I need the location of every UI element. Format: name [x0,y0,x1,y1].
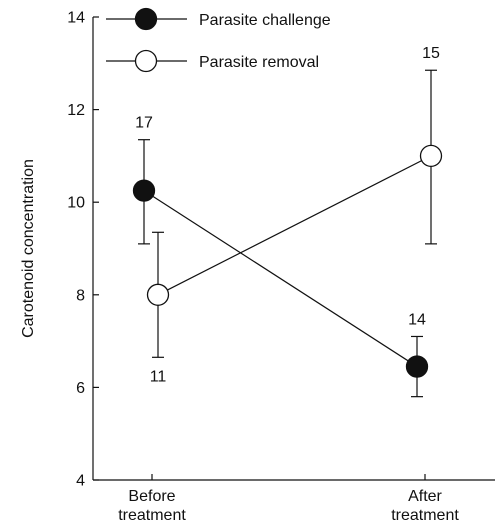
legend-marker [134,7,158,31]
legend-label: Parasite removal [199,54,319,71]
legend-item-1: Parasite challenge [106,7,331,31]
legend-marker [134,49,158,73]
legend: Parasite challenge Parasite removal [106,7,331,73]
series-2: 11 15 [146,45,443,385]
series-line [143,190,418,368]
x-tick-label: Before treatment [118,488,186,524]
legend-item-2: Parasite removal [106,49,319,73]
x-tick-label-line: Before [128,488,175,505]
x-tick-label: After treatment [391,488,459,524]
sample-size-label: 17 [135,115,153,132]
sample-size-label: 14 [408,311,426,328]
y-tick-label: 12 [67,102,85,119]
x-tick-label-line: treatment [391,507,459,524]
data-point [132,179,156,202]
y-tick-label: 10 [67,195,85,212]
y-tick-label: 6 [76,380,85,397]
axes: 4 6 8 10 12 14 Before treatment After treatment [67,10,495,524]
sample-size-label: 11 [150,368,167,385]
y-axis-title: Carotenoid concentration [20,159,37,338]
x-tick-label-line: After [408,488,442,505]
series-line [157,155,432,296]
y-tick-label: 14 [67,10,85,27]
data-point [405,355,429,378]
x-tick-label-line: treatment [118,507,186,524]
data-point [419,144,443,168]
legend-label: Parasite challenge [199,12,331,29]
y-tick-label: 4 [76,473,85,490]
y-tick-label: 8 [76,287,85,304]
data-point [146,283,170,306]
sample-size-label: 15 [422,45,440,62]
